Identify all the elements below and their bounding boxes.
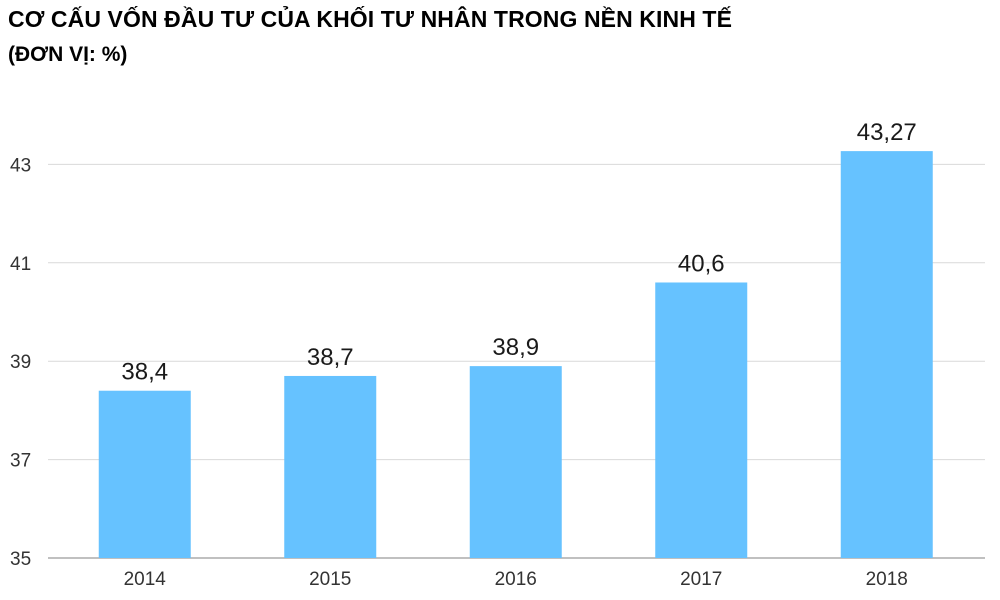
chart-title: CƠ CẤU VỐN ĐẦU TƯ CỦA KHỐI TƯ NHÂN TRONG… <box>8 6 733 32</box>
y-tick-label: 37 <box>10 451 31 472</box>
y-tick-label: 39 <box>10 352 31 373</box>
y-axis-ticks: 35 37 39 41 43 <box>10 155 31 570</box>
bar-2017 <box>655 282 748 558</box>
bar-2016 <box>469 366 562 558</box>
data-label: 43,27 <box>857 119 917 146</box>
data-label: 38,7 <box>307 344 354 371</box>
data-label: 38,9 <box>492 334 539 361</box>
x-tick-label: 2016 <box>495 569 537 590</box>
x-axis-ticks: 2014 2015 2016 2017 2018 <box>124 569 908 590</box>
x-tick-label: 2014 <box>124 569 167 590</box>
bar-2014 <box>98 390 191 558</box>
y-tick-label: 41 <box>10 254 31 275</box>
bars <box>98 151 933 558</box>
x-tick-label: 2017 <box>680 569 722 590</box>
data-labels: 38,4 38,7 38,9 40,6 43,27 <box>121 119 916 386</box>
x-tick-label: 2015 <box>309 569 351 590</box>
y-tick-label: 43 <box>10 155 31 176</box>
bar-2018 <box>840 151 933 558</box>
x-tick-label: 2018 <box>866 569 908 590</box>
data-label: 38,4 <box>121 359 168 386</box>
chart-subtitle: (ĐƠN VỊ: %) <box>8 43 128 66</box>
data-label: 40,6 <box>678 250 725 277</box>
bar-2015 <box>284 375 377 558</box>
y-tick-label: 35 <box>10 549 31 570</box>
